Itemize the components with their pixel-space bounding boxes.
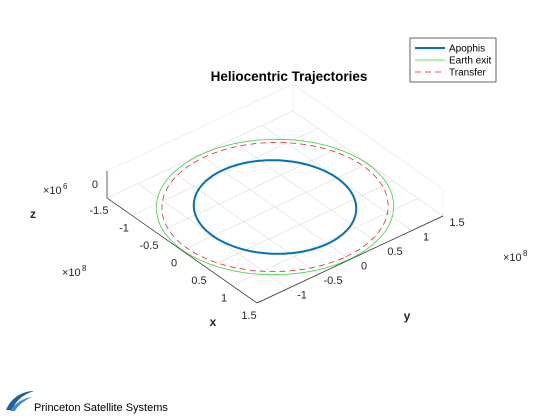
svg-text:6: 6: [63, 182, 68, 191]
x-tick-label: -1.5: [90, 205, 109, 217]
x-axis-line: [106, 197, 258, 304]
svg-text:×10: ×10: [503, 252, 522, 264]
svg-text:8: 8: [82, 264, 87, 273]
grid-line-y: [292, 110, 444, 217]
svg-text:×10: ×10: [62, 267, 81, 279]
y-tick-label: 1: [423, 232, 429, 244]
x-tick-label: -1: [119, 223, 129, 235]
series-line-apophis: [192, 159, 358, 255]
x-tick-label: 0: [171, 258, 177, 270]
y-tick-label: 0.5: [387, 246, 402, 258]
tick-labels: -1.5 -1 -0.5 0 0.5 1 1.5 -1 -0.5 0 0.5 1 1.5 0: [90, 179, 465, 322]
y-axis-label: y: [404, 309, 411, 323]
series-group: [155, 138, 395, 276]
grid: [106, 110, 444, 304]
y-tick-label: -0.5: [324, 275, 343, 287]
box-edge: [106, 83, 294, 172]
company-name: Princeton Satellite Systems: [34, 402, 168, 414]
y-tick-label: 0: [361, 261, 367, 273]
y-axis-line: [256, 215, 444, 304]
x-tick-label: 1.5: [241, 310, 256, 322]
legend: Apophis Earth exit Transfer: [409, 37, 497, 83]
series-line-earth-exit: [155, 138, 395, 276]
x-axis-label: x: [210, 315, 217, 329]
legend-label-earth-exit: Earth exit: [449, 56, 491, 67]
y-exponent-label: ×10 8: [503, 249, 528, 264]
z-axis-label: z: [30, 207, 36, 221]
legend-label-transfer: Transfer: [449, 68, 487, 79]
series-line-transfer: [161, 142, 389, 272]
chart-title: Heliocentric Trajectories: [211, 69, 368, 84]
x-tick-label: -0.5: [140, 240, 159, 252]
footer: Princeton Satellite Systems: [4, 386, 168, 416]
axes-box: [106, 83, 444, 304]
z-exponent-label: ×10 6: [43, 182, 68, 197]
x-tick-label: 1: [221, 293, 227, 305]
box-edge: [292, 83, 444, 190]
x-exponent-label: ×10 8: [62, 264, 87, 279]
grid-line-y: [199, 154, 351, 260]
y-tick-label: 1.5: [449, 217, 464, 229]
y-tick-label: -1: [297, 290, 307, 302]
z-tick-label: 0: [92, 179, 98, 191]
grid-line-y: [168, 168, 320, 275]
legend-box: [409, 37, 497, 83]
grid-line-y: [230, 139, 382, 246]
x-tick-label: 0.5: [191, 275, 206, 287]
svg-text:×10: ×10: [43, 185, 62, 197]
legend-label-apophis: Apophis: [449, 44, 485, 55]
svg-text:8: 8: [523, 249, 528, 258]
company-logo: [6, 391, 34, 411]
